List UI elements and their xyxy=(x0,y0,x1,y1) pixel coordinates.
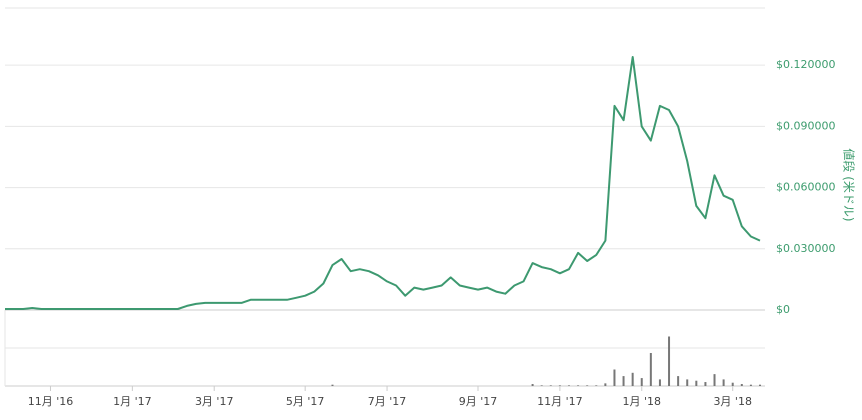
x-tick-label: 7月 '17 xyxy=(368,395,407,408)
volume-bar xyxy=(731,382,734,386)
volume-bar xyxy=(531,384,534,386)
volume-bar xyxy=(677,376,680,386)
volume-bar xyxy=(613,369,616,386)
volume-bar xyxy=(331,384,334,386)
volume-bar xyxy=(740,384,743,386)
x-tick-label: 11月 '16 xyxy=(28,395,74,408)
price-line xyxy=(5,56,761,310)
y-tick-label: $0.120000 xyxy=(776,58,836,71)
x-tick-label: 11月 '17 xyxy=(537,395,583,408)
volume-bar xyxy=(558,385,561,386)
volume-bar xyxy=(704,382,707,386)
volume-bar xyxy=(604,383,607,386)
volume-bar xyxy=(686,379,689,386)
volume-bar xyxy=(586,385,589,386)
volume-bar xyxy=(631,372,634,386)
y-axis-label: 値段 (米ドル) xyxy=(842,148,857,221)
volume-bar xyxy=(622,376,625,386)
volume-bar xyxy=(658,379,661,386)
volume-bar xyxy=(668,336,671,386)
y-tick-label: $0 xyxy=(776,303,790,316)
volume-bar xyxy=(649,353,652,386)
y-tick-label: $0.090000 xyxy=(776,119,836,132)
y-tick-label: $0.030000 xyxy=(776,242,836,255)
volume-bar xyxy=(540,385,543,386)
volume-bar xyxy=(640,378,643,386)
volume-bar xyxy=(549,385,552,386)
volume-bar xyxy=(595,385,598,386)
volume-bar xyxy=(749,384,752,386)
volume-bar xyxy=(695,380,698,386)
volume-bar xyxy=(759,384,761,386)
volume-bar xyxy=(567,385,570,386)
volume-bar xyxy=(577,385,580,386)
volume-bar xyxy=(713,374,716,386)
volume-bar xyxy=(722,379,725,386)
x-tick-label: 1月 '17 xyxy=(113,395,152,408)
y-tick-label: $0.060000 xyxy=(776,181,836,194)
x-tick-label: 3月 '18 xyxy=(713,395,752,408)
x-tick-label: 5月 '17 xyxy=(286,395,325,408)
x-tick-label: 1月 '18 xyxy=(622,395,661,408)
x-tick-label: 3月 '17 xyxy=(195,395,234,408)
x-tick-label: 9月 '17 xyxy=(459,395,498,408)
